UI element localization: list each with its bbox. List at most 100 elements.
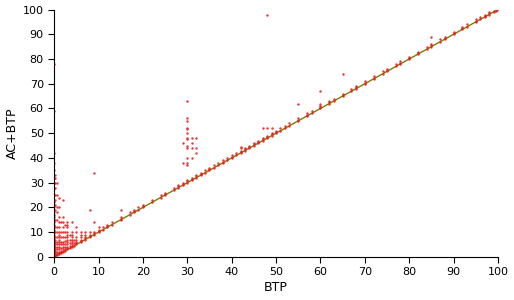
Point <box>63 222 71 227</box>
Point <box>378 69 387 74</box>
Point <box>61 222 69 227</box>
Point <box>316 89 324 94</box>
Point <box>51 202 60 207</box>
Point <box>170 185 178 190</box>
Point <box>405 56 413 60</box>
Point <box>134 208 142 212</box>
Point <box>54 251 63 256</box>
Point <box>210 163 218 168</box>
Point <box>130 210 138 215</box>
Point <box>53 252 61 257</box>
Point <box>161 191 169 196</box>
Point <box>414 49 422 54</box>
Point <box>57 230 65 235</box>
Point <box>50 109 58 113</box>
Point <box>54 250 63 254</box>
Point <box>77 237 85 242</box>
Point <box>63 225 71 230</box>
Point <box>481 13 489 18</box>
Point <box>339 92 347 97</box>
Point <box>51 185 60 190</box>
Point <box>68 232 76 237</box>
Point <box>192 174 200 179</box>
Point <box>223 158 231 163</box>
Point <box>139 205 147 210</box>
Point <box>53 235 61 239</box>
Point <box>53 193 61 197</box>
Point <box>236 149 245 154</box>
Point <box>54 235 63 239</box>
Point <box>254 141 263 146</box>
Point <box>245 143 253 148</box>
Point <box>179 160 187 165</box>
Point <box>294 101 302 106</box>
Point <box>54 205 63 210</box>
Point <box>51 252 60 257</box>
Point <box>130 208 138 212</box>
Point <box>54 215 63 220</box>
Point <box>68 230 76 235</box>
Point <box>196 170 205 175</box>
Point <box>339 71 347 76</box>
Point <box>223 155 231 160</box>
Point <box>472 20 480 24</box>
Point <box>392 61 400 66</box>
Point <box>259 136 267 141</box>
Point <box>77 230 85 235</box>
Point <box>59 240 67 244</box>
Point <box>59 230 67 235</box>
Point <box>267 131 276 136</box>
Point <box>85 233 94 238</box>
Point <box>53 240 61 244</box>
Point <box>183 179 191 184</box>
Point <box>325 101 334 106</box>
Point <box>192 173 200 178</box>
Point <box>228 155 236 160</box>
Point <box>54 240 63 244</box>
Point <box>72 235 81 239</box>
Point <box>458 26 467 31</box>
Point <box>423 44 431 49</box>
Point <box>294 116 302 121</box>
Point <box>66 241 74 246</box>
Point <box>361 80 369 85</box>
Point <box>378 71 387 76</box>
Point <box>50 246 58 250</box>
Point <box>54 237 63 242</box>
Point <box>50 253 58 258</box>
Y-axis label: AC+BTP: AC+BTP <box>6 107 19 159</box>
Point <box>370 76 378 81</box>
Point <box>50 237 58 242</box>
Point <box>53 244 61 249</box>
Point <box>57 220 65 225</box>
Point <box>61 244 69 249</box>
Point <box>68 244 76 249</box>
Point <box>272 128 280 133</box>
Point <box>51 235 60 239</box>
Point <box>77 238 85 243</box>
Point <box>491 8 500 13</box>
Point <box>85 208 94 212</box>
Point <box>53 247 61 252</box>
Point <box>59 215 67 220</box>
Point <box>218 160 227 165</box>
Point <box>436 39 445 44</box>
Point <box>383 68 391 73</box>
Point <box>57 248 65 253</box>
Point <box>472 18 480 23</box>
Point <box>485 11 493 16</box>
Point <box>103 224 112 228</box>
Point <box>307 111 316 116</box>
Point <box>51 173 60 178</box>
Point <box>183 118 191 123</box>
Point <box>90 170 98 175</box>
Point <box>50 251 58 256</box>
Point <box>218 158 227 163</box>
Point <box>108 222 116 227</box>
Point <box>81 237 89 242</box>
Point <box>68 237 76 242</box>
Point <box>183 99 191 103</box>
Point <box>183 155 191 160</box>
Point <box>51 237 60 242</box>
Point <box>51 218 60 222</box>
